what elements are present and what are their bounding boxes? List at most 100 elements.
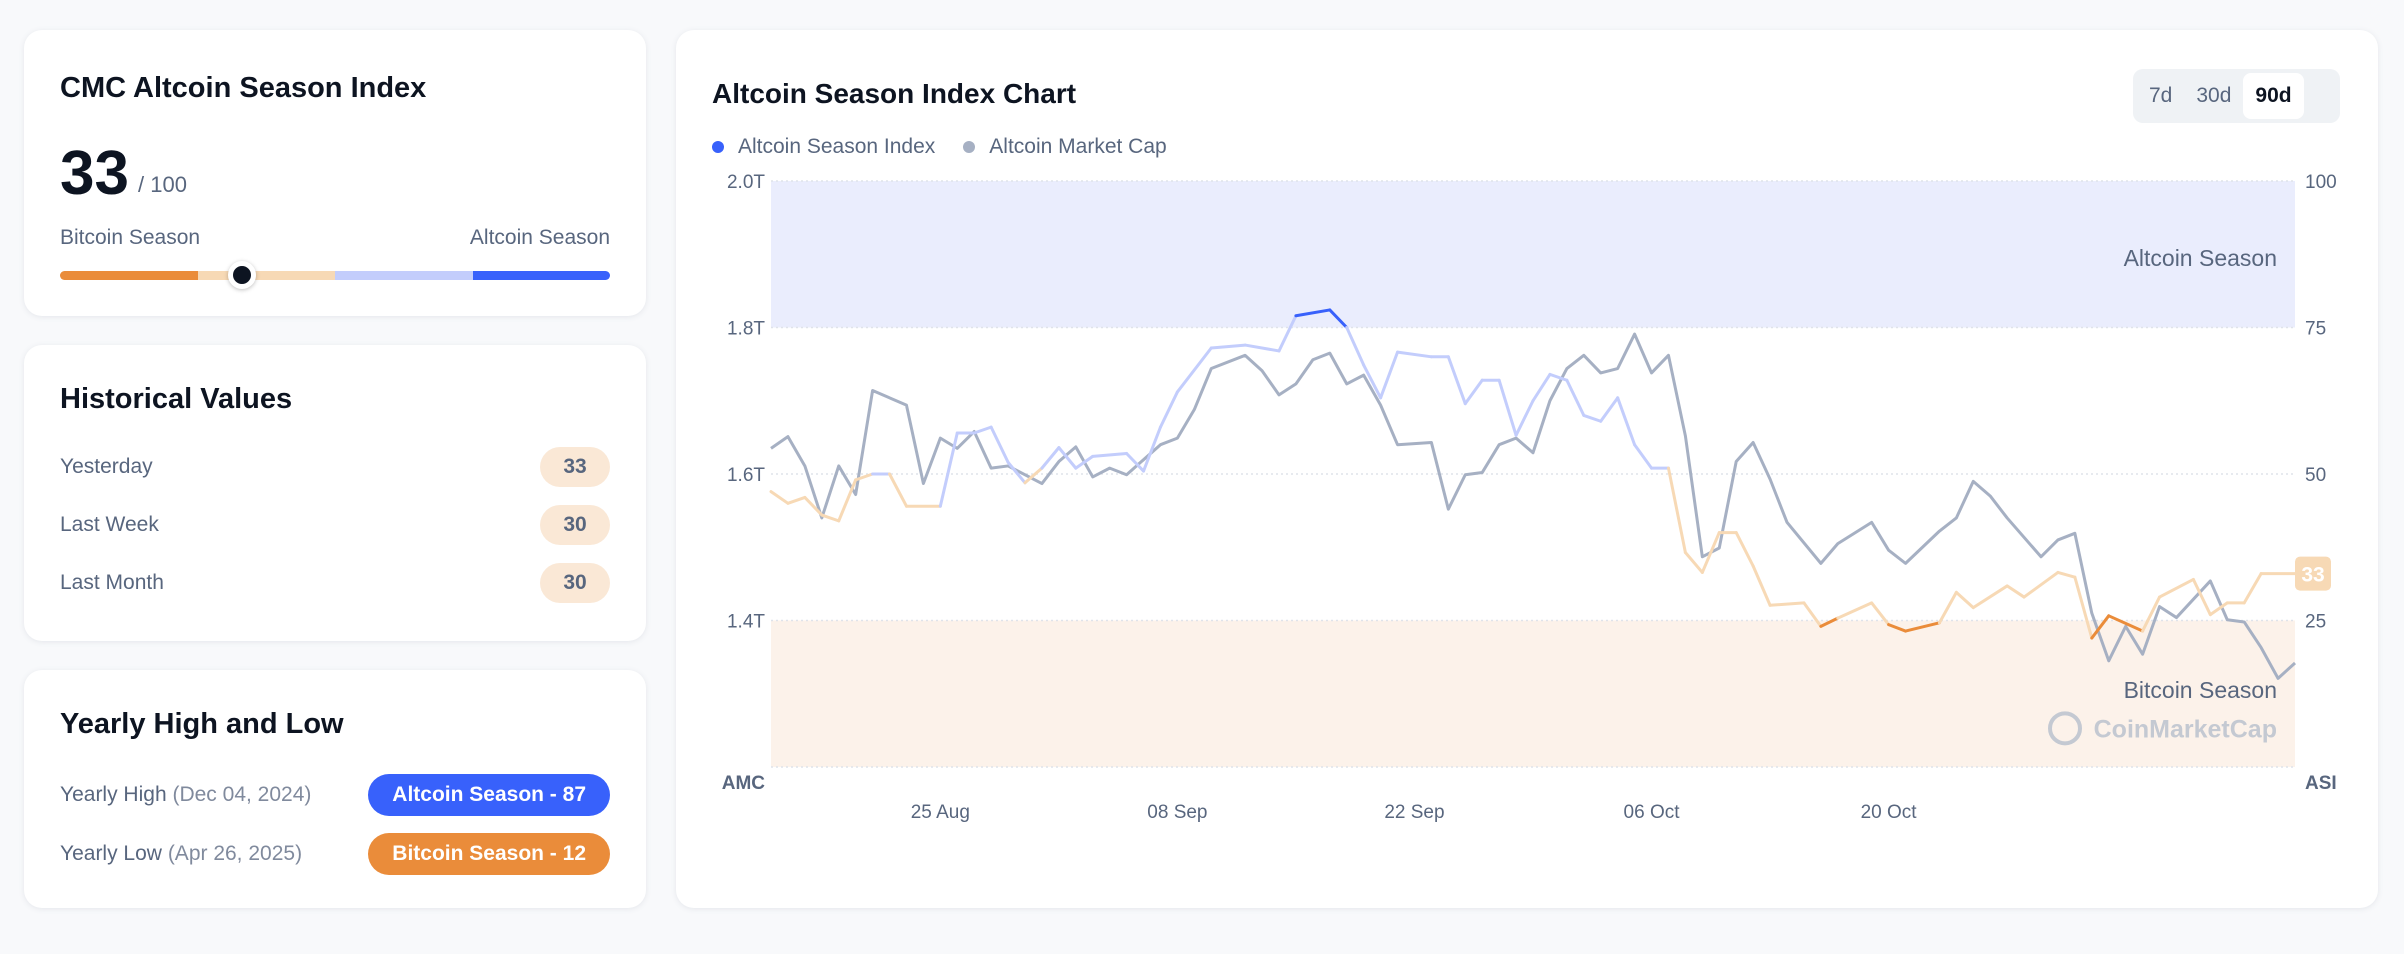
yearly-low-row: Yearly Low (Apr 26, 2025) Bitcoin Season… [60, 832, 610, 876]
index-line-segment [1497, 378, 1518, 437]
index-line-segment [1463, 378, 1484, 406]
index-line-segment [1396, 350, 1433, 359]
legend-dot-icon [963, 141, 976, 153]
bitcoin-season-label: Bitcoin Season [60, 226, 201, 249]
index-line-segment [1345, 326, 1366, 367]
season-gauge [60, 271, 610, 280]
left-axis-tick: 1.4T [727, 612, 765, 633]
index-line-segment [2056, 570, 2077, 579]
index-line-segment [1175, 346, 1213, 394]
index-line-segment [1294, 308, 1332, 318]
range-7d-button[interactable]: 7d [2149, 84, 2173, 107]
index-line-segment [1937, 590, 1958, 625]
x-axis-tick: 20 Oct [1861, 802, 1918, 823]
index-line-segment [820, 513, 841, 523]
index-line-segment [888, 472, 908, 508]
index-line-segment [2073, 575, 2094, 640]
index-line-segment [1548, 372, 1569, 382]
right-axis-tick: 75 [2305, 319, 2326, 340]
index-line-segment [837, 478, 858, 523]
index-line-segment [1379, 350, 1400, 400]
index-line-segment [2242, 572, 2263, 605]
index-line-segment [1125, 451, 1146, 473]
x-axis-tick: 08 Sep [1147, 802, 1207, 823]
index-line-segment [1362, 363, 1383, 400]
index-line-segment [1277, 314, 1298, 353]
index-line-segment [1328, 308, 1349, 329]
altcoin-season-label: Altcoin Season [469, 226, 610, 249]
index-line-segment [989, 425, 1010, 464]
index-line-segment [1887, 623, 1908, 633]
index-line-segment [1006, 460, 1027, 485]
bitcoin-season-band [771, 620, 2295, 767]
index-line-segment [2107, 614, 2145, 633]
index-line-segment [1904, 621, 1941, 633]
index-line-segment [2005, 584, 2026, 599]
bitcoin-season-badge: Bitcoin Season - 12 [368, 833, 610, 875]
yearly-high-row: Yearly High (Dec 04, 2024) Altcoin Seaso… [60, 773, 610, 817]
left-axis-tick: 1.6T [727, 465, 765, 486]
range-30d-button[interactable]: 30d [2196, 84, 2232, 107]
index-line-segment [938, 431, 959, 508]
coinmarketcap-watermark: CoinMarketCap [2094, 715, 2277, 743]
index-line-segment [1633, 443, 1654, 470]
index-value: 33 [60, 139, 129, 208]
index-line-segment [786, 495, 807, 505]
value-pill: 30 [540, 563, 610, 603]
index-line-segment [1751, 564, 1772, 607]
index-line-segment [1599, 396, 1620, 423]
index-line-segment [1091, 451, 1129, 458]
index-line-segment [1582, 413, 1603, 423]
card-title: Yearly High and Low [60, 708, 344, 740]
index-line-segment [1142, 425, 1162, 473]
chart-card: 2.0T 1.8T 1.6T 1.4T 100 75 50 25 AMC ASI 25 Aug 08 … [676, 30, 2378, 908]
index-line-segment [769, 490, 790, 505]
chart-legend: Altcoin Season Index Altcoin Market Cap [712, 135, 1167, 159]
index-line-segment [2158, 577, 2195, 599]
value-pill: 30 [540, 505, 610, 545]
right-axis-tick: 25 [2305, 612, 2326, 633]
right-axis-tick: 100 [2305, 172, 2337, 193]
gauge-indicator [227, 261, 256, 289]
current-value-badge [2295, 556, 2331, 591]
x-axis-tick: 06 Oct [1624, 802, 1681, 823]
right-axis-tick: 50 [2305, 465, 2326, 486]
index-line-segment [1836, 601, 1874, 620]
index-line-segment [1819, 616, 1840, 628]
index-line-segment [2090, 614, 2111, 640]
index-line-segment [1971, 584, 2009, 610]
index-line-segment [1074, 454, 1095, 470]
bitcoin-season-band-label: Bitcoin Season [2124, 677, 2277, 703]
index-line-segment [2141, 595, 2162, 633]
index-line-segment [1802, 601, 1823, 628]
index-line-segment [1734, 531, 1755, 568]
x-axis-tick: 25 Aug [911, 802, 970, 823]
card-title: CMC Altcoin Season Index [60, 72, 427, 104]
range-toggle: 7d 30d 90d [2133, 69, 2340, 123]
index-line-segment [803, 495, 824, 517]
index-max: / 100 [138, 172, 187, 197]
historical-values-card: Historical Values Yesterday 33 Last Week… [24, 345, 646, 641]
legend-item-market-cap[interactable]: Altcoin Market Cap [989, 135, 1167, 158]
yearly-low-label: Yearly Low [60, 842, 162, 865]
index-line-segment [1666, 466, 1687, 555]
yearly-low-date: (Apr 26, 2025) [167, 842, 303, 865]
range-90d-button[interactable]: 90d [2243, 73, 2304, 119]
altcoin-season-band [771, 181, 2295, 328]
right-axis-label: ASI [2305, 773, 2337, 794]
card-title: Historical Values [60, 383, 293, 415]
index-line-segment [1158, 390, 1179, 429]
yearly-high-date: (Dec 04, 2024) [172, 783, 312, 806]
index-line-segment [1209, 343, 1247, 350]
index-line-segment [972, 425, 993, 435]
altcoin-season-band-label: Altcoin Season [2124, 245, 2277, 271]
index-line-segment [1057, 446, 1078, 470]
row-label: Last Week [60, 513, 159, 536]
yearly-high-low-card: Yearly High and Low Yearly High (Dec 04,… [24, 670, 646, 908]
index-line-segment [1514, 399, 1535, 437]
left-axis-tick: 1.8T [727, 319, 765, 340]
legend-dot-icon [712, 141, 724, 153]
legend-item-index[interactable]: Altcoin Season Index [738, 135, 936, 158]
index-line-segment [1768, 601, 1806, 607]
index-line-segment [1700, 531, 1721, 574]
